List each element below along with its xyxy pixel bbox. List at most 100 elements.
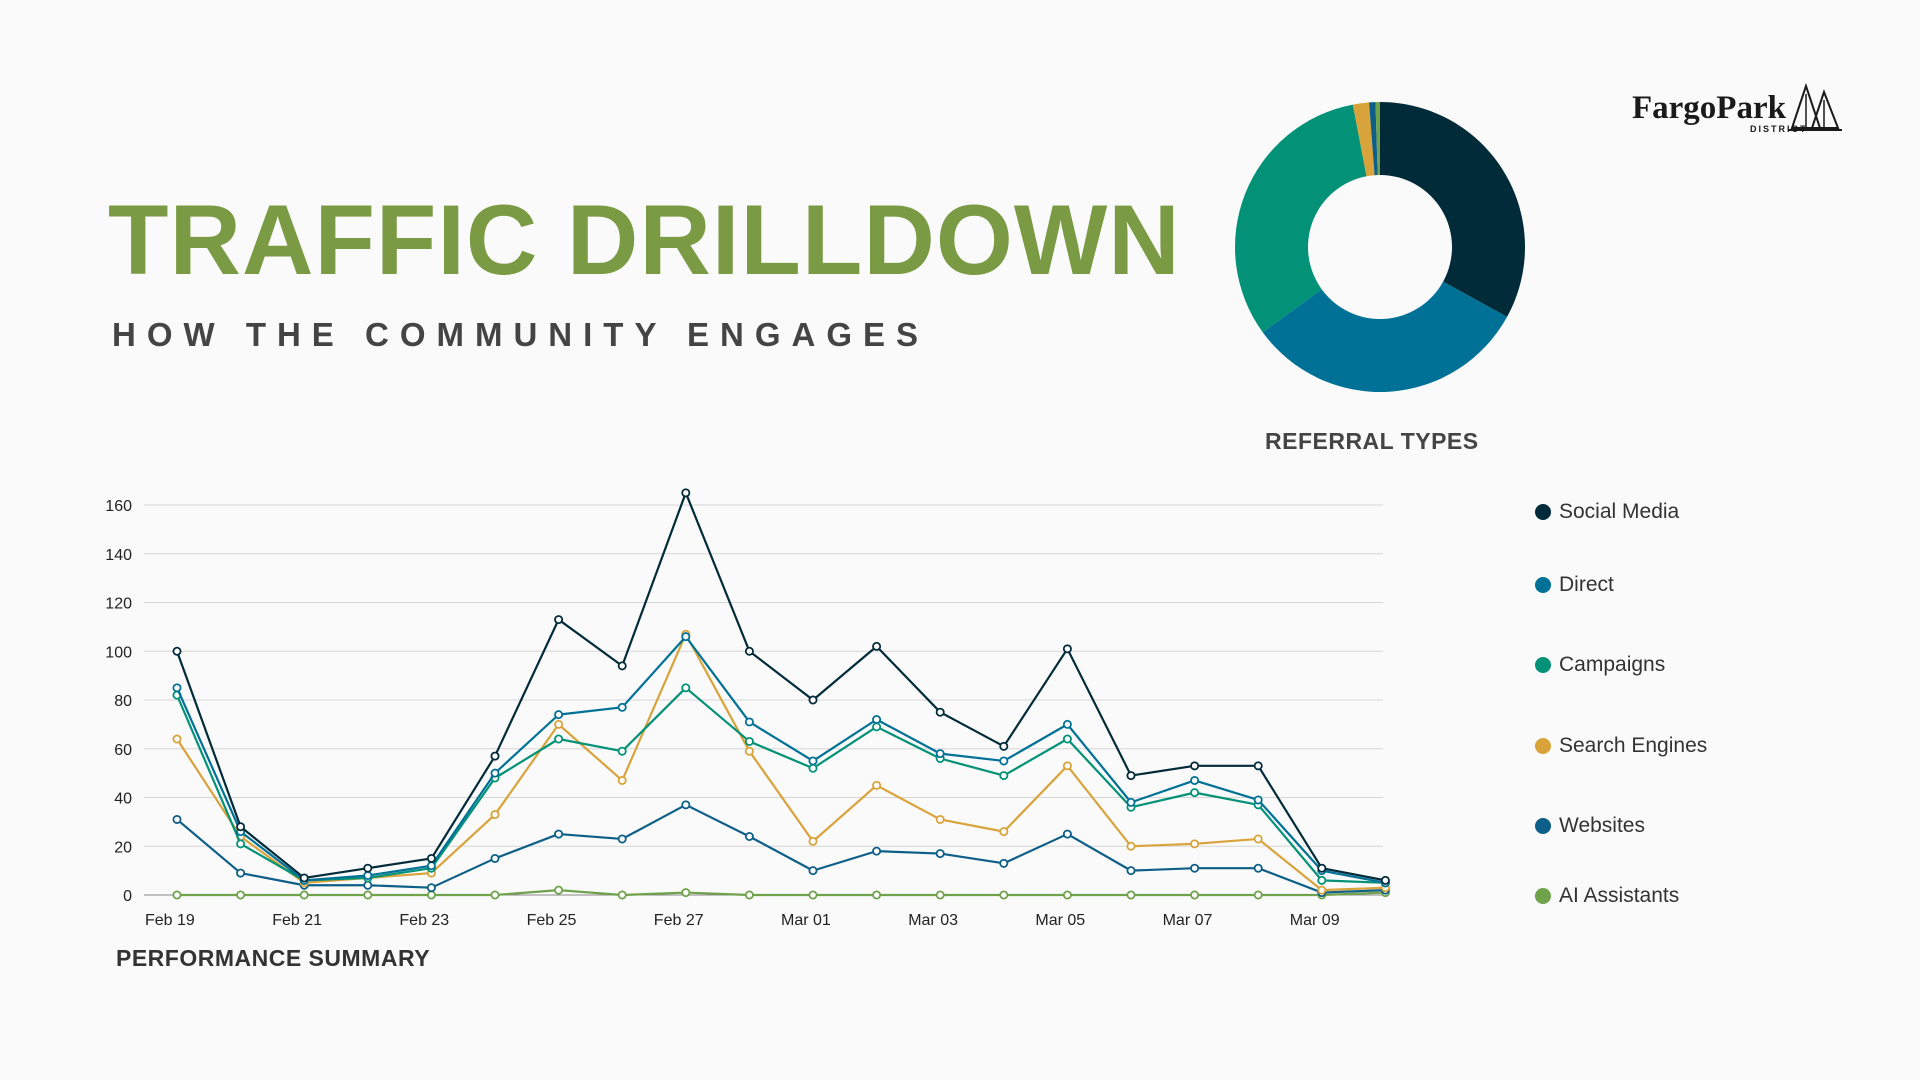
data-point-social-media: [490, 751, 500, 761]
data-point-ai-assistants: [490, 890, 500, 900]
data-point-campaigns: [1062, 734, 1072, 744]
data-point-search-engines: [554, 719, 564, 729]
x-tick-label: Mar 03: [908, 912, 958, 929]
legend-item-websites: Websites: [1535, 814, 1645, 838]
data-point-direct: [554, 710, 564, 720]
x-tick-label: Feb 19: [145, 912, 195, 929]
performance-line-chart: 0 20 40 60 80 100 120 140 160 Feb 19 Feb 21 Feb 23 F…: [105, 488, 1390, 929]
data-point-social-media: [808, 695, 818, 705]
data-point-direct: [1126, 797, 1136, 807]
data-point-websites: [236, 868, 246, 878]
data-point-social-media: [1253, 761, 1263, 771]
donut-slice-direct: [1262, 281, 1508, 393]
data-point-websites: [935, 849, 945, 859]
data-point-direct: [490, 768, 500, 778]
data-point-ai-assistants: [681, 888, 691, 898]
data-point-websites: [744, 831, 754, 841]
donut-slice-websites: [1369, 102, 1378, 176]
data-point-campaigns: [1317, 875, 1327, 885]
referral-types-caption: REFERRAL TYPES: [1265, 428, 1479, 454]
data-point-campaigns: [1190, 788, 1200, 798]
data-point-campaigns: [617, 746, 627, 756]
data-point-campaigns: [554, 734, 564, 744]
y-tick-label: 160: [105, 498, 132, 515]
y-tick-label: 0: [123, 888, 132, 905]
legend-label: Direct: [1559, 573, 1614, 596]
logo-wordmark: FargoPark: [1632, 90, 1786, 126]
data-point-social-media: [935, 707, 945, 717]
fargo-park-logo: FargoPark DISTRICT: [1632, 82, 1844, 138]
data-point-ai-assistants: [554, 885, 564, 895]
x-tick-label: Feb 25: [527, 912, 577, 929]
legend-item-ai-assistants: AI Assistants: [1535, 884, 1679, 908]
series-line-websites: [176, 803, 1386, 894]
series-line-campaigns: [175, 686, 1386, 884]
data-point-search-engines: [1190, 839, 1200, 849]
data-point-search-engines: [1253, 834, 1263, 844]
legend-label: Search Engines: [1559, 734, 1708, 757]
referral-types-donut-chart: [1235, 102, 1525, 393]
donut-slice-campaigns: [1235, 104, 1367, 333]
legend-item-direct: Direct: [1535, 573, 1614, 597]
data-point-direct: [872, 714, 882, 724]
legend-label: Websites: [1559, 814, 1645, 837]
data-point-ai-assistants: [617, 890, 627, 900]
pine-trees-icon: [1788, 82, 1842, 131]
data-point-ai-assistants: [935, 890, 945, 900]
data-point-websites: [1190, 863, 1200, 873]
data-point-search-engines: [1126, 841, 1136, 851]
data-point-search-engines: [744, 746, 754, 756]
donut-slice-search-engines: [1352, 102, 1375, 177]
data-point-direct: [1062, 719, 1072, 729]
data-point-campaigns: [236, 839, 246, 849]
data-point-direct: [999, 756, 1009, 766]
y-tick-label: 80: [114, 693, 132, 710]
x-tick-label: Feb 21: [272, 912, 322, 929]
legend-dot-icon: [1535, 577, 1551, 593]
data-point-direct: [1190, 775, 1200, 785]
series-ai-assistants: [172, 885, 1390, 900]
data-point-websites: [426, 883, 436, 893]
legend-label: Social Media: [1559, 500, 1680, 523]
data-point-ai-assistants: [1190, 890, 1200, 900]
legend-item-campaigns: Campaigns: [1535, 653, 1665, 677]
page-title: TRAFFIC DRILLDOWN: [108, 184, 1181, 295]
data-point-campaigns: [872, 722, 882, 732]
data-point-websites: [681, 800, 691, 810]
y-tick-label: 40: [114, 791, 132, 808]
data-point-social-media: [1126, 771, 1136, 781]
series-line-ai-assistants: [177, 889, 1386, 897]
data-point-websites: [617, 834, 627, 844]
data-point-ai-assistants: [999, 890, 1009, 900]
data-point-search-engines: [617, 775, 627, 785]
data-point-campaigns: [808, 763, 818, 773]
data-point-ai-assistants: [1062, 890, 1072, 900]
performance-summary-caption: PERFORMANCE SUMMARY: [116, 945, 431, 971]
data-point-campaigns: [681, 683, 691, 693]
data-point-search-engines: [808, 836, 818, 846]
data-point-ai-assistants: [808, 890, 818, 900]
series-social-media: [172, 488, 1390, 885]
donut-slice-ai-assistants: [1375, 102, 1380, 176]
data-point-social-media: [999, 741, 1009, 751]
y-tick-label: 140: [105, 547, 132, 564]
data-point-social-media: [872, 641, 882, 651]
data-point-ai-assistants: [872, 890, 882, 900]
legend-dot-icon: [1535, 738, 1551, 754]
data-point-social-media: [236, 822, 246, 832]
legend-dot-icon: [1535, 888, 1551, 904]
data-point-direct: [681, 632, 691, 642]
data-point-direct: [1253, 795, 1263, 805]
y-tick-label: 120: [105, 596, 132, 613]
x-tick-label: Feb 27: [654, 912, 704, 929]
data-point-ai-assistants: [363, 890, 373, 900]
data-point-websites: [172, 814, 182, 824]
x-tick-label: Mar 01: [781, 912, 831, 929]
data-point-social-media: [363, 863, 373, 873]
y-tick-label: 20: [114, 839, 132, 856]
x-tick-label: Feb 23: [399, 912, 449, 929]
data-point-social-media: [617, 661, 627, 671]
data-point-campaigns: [999, 771, 1009, 781]
data-point-direct: [617, 702, 627, 712]
data-point-websites: [1126, 866, 1136, 876]
